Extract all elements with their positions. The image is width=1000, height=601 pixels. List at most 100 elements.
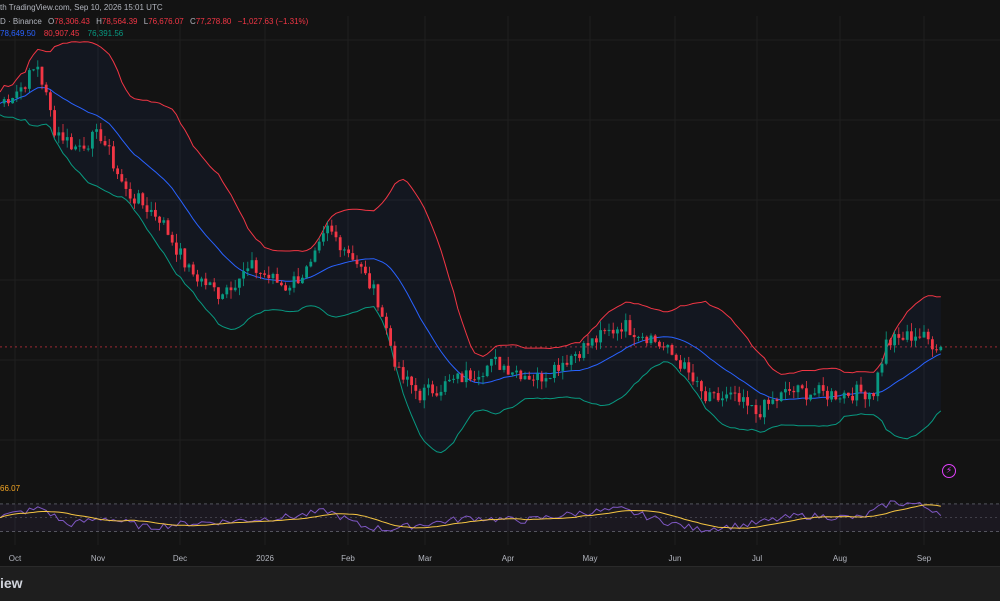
- candle-body-82: [343, 249, 346, 251]
- candle-body-146: [611, 329, 615, 334]
- candle-body-185: [775, 399, 779, 402]
- candle-body-29: [120, 174, 124, 182]
- candle-body-69: [288, 287, 292, 291]
- candle-body-112: [469, 370, 472, 380]
- candle-body-109: [456, 373, 460, 379]
- candle-body-76: [317, 241, 321, 251]
- x-axis-label-0: Oct: [9, 554, 22, 563]
- x-axis-label-7: May: [582, 554, 597, 563]
- candle-body-124: [519, 370, 523, 380]
- candle-body-106: [443, 381, 447, 392]
- candle-body-217: [910, 331, 913, 341]
- candle-body-138: [578, 354, 581, 358]
- x-axis-label-2: Dec: [173, 554, 187, 563]
- candle-body-25: [103, 141, 107, 146]
- candle-body-38: [158, 216, 161, 223]
- candle-body-114: [477, 376, 481, 380]
- candle-body-3: [11, 97, 14, 104]
- high-value: 78,564.39: [101, 17, 138, 26]
- footer-brand: iew: [0, 575, 23, 591]
- candle-body-202: [847, 392, 850, 396]
- candle-body-49: [204, 278, 208, 286]
- candle-body-19: [78, 145, 82, 147]
- candle-body-200: [838, 398, 842, 400]
- x-axis-labels: Oct Nov Dec 2026 Feb Mar Apr May Jun Jul Aug Sep: [9, 554, 932, 563]
- candle-body-26: [107, 145, 111, 147]
- candle-body-43: [179, 248, 182, 255]
- candle-body-18: [74, 146, 77, 150]
- candle-body-48: [200, 278, 203, 282]
- candle-body-125: [523, 375, 527, 380]
- candle-body-99: [414, 385, 418, 391]
- candle-body-100: [418, 390, 422, 401]
- candle-body-136: [569, 355, 573, 365]
- bb-upper-value: 80,907.45: [43, 29, 80, 38]
- candle-body-44: [183, 248, 187, 268]
- candle-body-9: [36, 66, 40, 70]
- candle-body-173: [725, 394, 728, 399]
- candle-body-127: [532, 379, 535, 381]
- low-value: 76,676.07: [148, 17, 184, 26]
- bb-lower-value: 76,391.56: [87, 29, 124, 38]
- candle-body-192: [805, 388, 808, 400]
- candle-body-15: [61, 132, 65, 141]
- candle-body-169: [708, 392, 712, 402]
- candle-body-62: [259, 272, 262, 274]
- candle-body-180: [754, 405, 758, 415]
- candle-body-167: [700, 381, 703, 392]
- candle-body-54: [225, 287, 229, 295]
- candle-body-118: [494, 356, 497, 359]
- candle-body-201: [842, 392, 846, 399]
- x-axis-label-4: Feb: [341, 554, 355, 563]
- candle-body-209: [876, 372, 880, 397]
- candle-body-36: [149, 209, 153, 212]
- candle-body-160: [670, 344, 674, 355]
- x-axis-label-6: Apr: [502, 554, 515, 563]
- candle-body-77: [322, 233, 325, 242]
- candle-body-37: [154, 209, 157, 217]
- candle-body-219: [918, 336, 922, 338]
- bb-fill: [0, 41, 941, 453]
- candle-body-119: [498, 356, 502, 370]
- candle-body-198: [830, 391, 833, 400]
- candle-body-129: [540, 373, 544, 382]
- candle-body-5: [19, 87, 23, 92]
- candle-body-144: [603, 330, 607, 332]
- candle-body-214: [897, 334, 901, 338]
- candle-body-65: [271, 273, 275, 279]
- candle-body-93: [389, 328, 392, 346]
- candle-body-224: [939, 346, 943, 351]
- price-chart[interactable]: Oct Nov Dec 2026 Feb Mar Apr May Jun Jul Aug Sep: [0, 0, 1000, 566]
- rsi-line: [0, 500, 942, 533]
- candle-body-72: [301, 277, 304, 284]
- x-axis-label-9: Jul: [752, 554, 762, 563]
- lightning-icon[interactable]: ⚡: [942, 464, 956, 478]
- published-text: th TradingView.com, Sep 10, 2026 15:01 U…: [0, 3, 163, 12]
- ohlc-legend: D · Binance O78,306.43 H78,564.39 L76,67…: [0, 16, 308, 28]
- candle-body-105: [439, 391, 443, 396]
- candle-body-177: [742, 397, 745, 402]
- candle-body-91: [380, 307, 384, 317]
- candle-body-122: [511, 372, 514, 375]
- candle-body-46: [191, 264, 195, 275]
- candle-body-24: [99, 129, 103, 142]
- candle-body-157: [658, 341, 661, 347]
- candle-body-98: [410, 376, 413, 386]
- candle-body-178: [746, 397, 749, 406]
- candle-body-211: [884, 339, 888, 364]
- candle-body-104: [435, 393, 439, 396]
- candle-body-63: [263, 273, 266, 275]
- candle-body-130: [544, 378, 548, 382]
- candle-body-89: [372, 284, 376, 289]
- candle-body-28: [116, 168, 119, 175]
- candle-body-1: [2, 99, 6, 104]
- candle-body-189: [792, 390, 796, 393]
- candle-body-174: [729, 392, 733, 395]
- candle-body-203: [851, 395, 854, 401]
- candle-body-16: [65, 137, 69, 141]
- candle-body-51: [212, 282, 216, 288]
- candle-body-56: [233, 287, 237, 291]
- candle-body-188: [788, 389, 791, 391]
- x-axis-label-1: Nov: [91, 554, 105, 563]
- candle-body-80: [334, 231, 338, 238]
